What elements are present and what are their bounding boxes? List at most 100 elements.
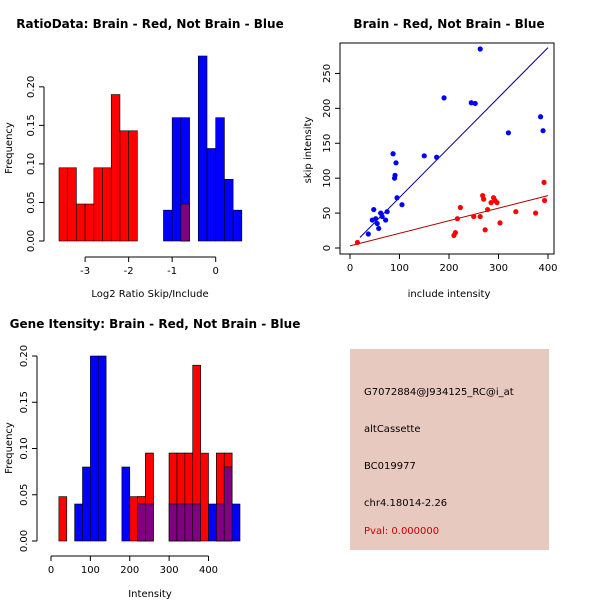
bar-not-brain [97, 355, 107, 542]
point-not-brain [472, 100, 478, 107]
scatter-axes: 0 100 200 300 400 0 50 100 150 200 250 [322, 42, 558, 274]
point-not-brain [505, 130, 511, 136]
intensity-hist-title: Gene Itensity: Brain - Red, Not Brain - … [10, 317, 301, 331]
x-tick-label: 200 [120, 565, 139, 576]
bar-brain [58, 167, 69, 242]
point-not-brain [477, 46, 483, 52]
point-not-brain [540, 128, 546, 134]
y-tick-label: 0.00 [26, 230, 37, 252]
intensity-hist-ylabel: Frequency [4, 422, 15, 474]
x-tick-label: -3 [80, 266, 90, 277]
point-not-brain [384, 209, 390, 215]
y-tick-label: 0.15 [19, 391, 30, 413]
location: chr4.18014-2.26 [364, 498, 448, 509]
bar-brain [128, 130, 138, 242]
point-not-brain [371, 206, 377, 213]
y-tick-label: 0.00 [19, 530, 30, 552]
bar-brain [145, 452, 154, 505]
y-tick-label: 50 [322, 207, 333, 220]
intensity-hist-axes: 0 100 200 300 400 0.00 0.05 0.10 0.15 0.20 [19, 345, 218, 576]
x-tick-label: 100 [81, 565, 100, 576]
point-brain [477, 213, 483, 220]
bar-brain [58, 496, 68, 542]
point-not-brain [394, 195, 400, 201]
bar-not-brain [206, 148, 217, 242]
point-not-brain [393, 160, 399, 166]
bar-brain [184, 452, 194, 505]
bar-overlap [145, 503, 154, 542]
point-brain [485, 206, 491, 213]
bar-not-brain [90, 355, 99, 542]
bar-not-brain [82, 466, 91, 542]
point-brain [452, 230, 459, 236]
point-brain [541, 179, 547, 185]
point-not-brain [376, 225, 382, 232]
point-brain [513, 209, 519, 215]
bar-not-brain [74, 503, 83, 542]
scatter-frame [339, 42, 555, 255]
bar-overlap [192, 503, 201, 542]
y-tick-label: 100 [322, 169, 333, 188]
bar-overlap [137, 503, 146, 542]
scatter-title: Brain - Red, Not Brain - Blue [353, 17, 544, 31]
point-not-brain [421, 153, 427, 159]
bar-not-brain [232, 209, 243, 242]
intensity-hist-bars [58, 355, 241, 542]
ratio-hist-axes: -3 -2 -1 0 0.00 0.05 0.10 0.15 0.20 [26, 76, 219, 277]
x-tick-label: 0 [347, 263, 353, 274]
bar-brain [119, 130, 129, 242]
point-not-brain [399, 202, 405, 208]
x-tick-label: 300 [160, 565, 179, 576]
y-tick-label: 0.20 [19, 345, 30, 367]
ratio-hist-panel: RatioData: Brain - Red, Not Brain - Blue… [4, 17, 284, 300]
bar-not-brain [171, 117, 182, 242]
x-tick-label: 400 [538, 263, 557, 274]
bar-not-brain [197, 55, 208, 242]
bar-brain [216, 452, 225, 505]
bar-brain [223, 452, 233, 468]
point-brain [482, 227, 488, 233]
ratio-hist-ylabel: Frequency [4, 122, 15, 174]
bar-brain [137, 496, 146, 505]
point-brain [471, 213, 477, 220]
bar-not-brain [163, 209, 173, 242]
y-tick-label: 0.10 [19, 437, 30, 459]
point-not-brain [441, 95, 447, 101]
point-not-brain [383, 217, 389, 223]
point-not-brain [434, 154, 440, 160]
bar-not-brain [208, 503, 217, 542]
event-type: altCassette [364, 424, 421, 435]
ratio-hist-xlabel: Log2 Ratio Skip/Include [91, 289, 208, 300]
x-tick-label: 0 [48, 565, 54, 576]
accession: BC019977 [364, 461, 416, 472]
bar-not-brain [231, 503, 241, 542]
scatter-ylabel: skip intensity [303, 117, 314, 184]
bar-brain [176, 452, 186, 505]
bar-brain [110, 94, 121, 242]
bar-overlap [168, 503, 178, 542]
x-tick-label: -2 [124, 266, 134, 277]
ratio-hist-bars [58, 55, 243, 242]
y-tick-label: 0.15 [26, 114, 37, 136]
y-tick-label: 0.20 [26, 76, 37, 98]
bar-brain [129, 496, 138, 542]
point-brain [494, 200, 500, 206]
bar-overlap [223, 466, 233, 542]
x-tick-label: 200 [439, 263, 458, 274]
point-not-brain [373, 216, 379, 222]
bar-not-brain [224, 179, 234, 242]
y-tick-label: 150 [322, 134, 333, 153]
point-not-brain [379, 213, 385, 220]
bar-brain [67, 167, 77, 242]
point-not-brain [392, 172, 398, 178]
x-tick-label: 0 [213, 266, 219, 277]
y-tick-label: 0.05 [26, 191, 37, 213]
pval: Pval: 0.000000 [364, 526, 440, 537]
probe-id: G7072884@J934125_RC@i_at [364, 387, 514, 398]
y-tick-label: 200 [322, 99, 333, 118]
bar-not-brain [215, 117, 225, 242]
bar-overlap [180, 203, 190, 242]
x-tick-label: 100 [390, 263, 409, 274]
x-tick-label: 300 [489, 263, 508, 274]
